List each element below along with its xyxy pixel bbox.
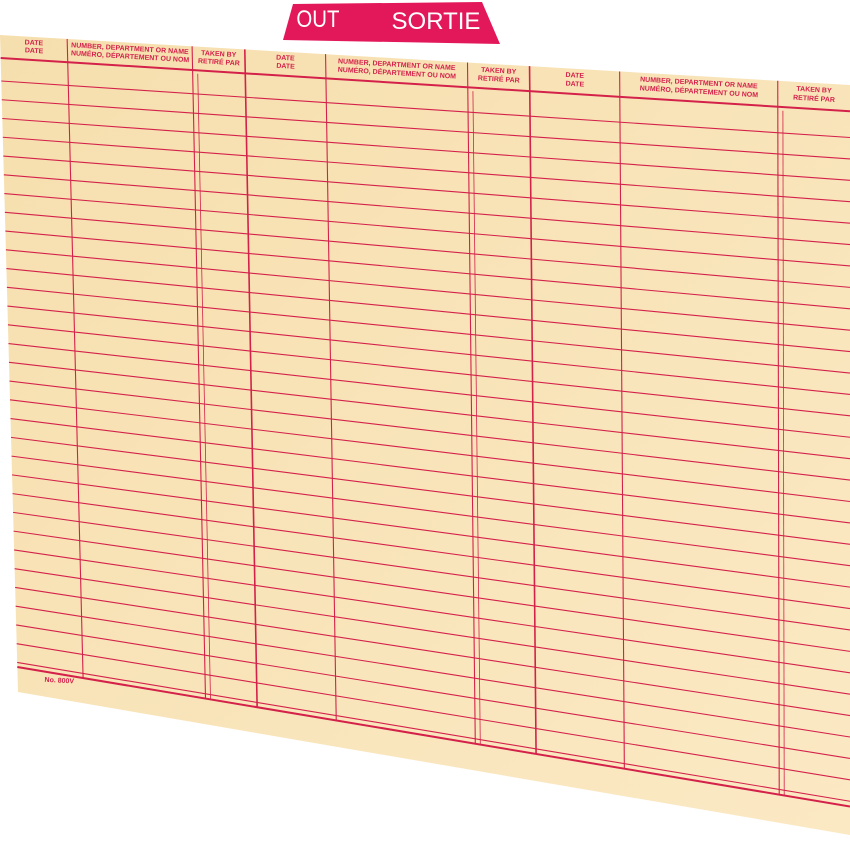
rule [6, 286, 850, 374]
rule [782, 110, 785, 796]
rule [16, 643, 850, 781]
rule [7, 324, 850, 417]
header-label: DATE [276, 63, 295, 71]
header-label: RETIRÉ PAR [793, 93, 835, 104]
rule [12, 493, 850, 610]
ruling [0, 38, 850, 808]
sheet [0, 35, 850, 835]
rule [9, 399, 850, 503]
rule [66, 38, 84, 679]
rule [3, 174, 850, 246]
header-label: DATE [276, 54, 295, 62]
rule [1, 99, 850, 160]
rule [10, 436, 850, 545]
rule [8, 361, 850, 460]
header-label: TAKEN BY [796, 86, 832, 95]
rule [4, 192, 850, 267]
header-label: DATE [565, 72, 584, 80]
rule [3, 155, 850, 224]
rule [11, 455, 850, 567]
rule [16, 624, 850, 759]
rule [1, 80, 850, 139]
rule [14, 549, 850, 674]
rule [197, 73, 211, 700]
tab-label: SORTIE [392, 8, 481, 35]
rule [619, 71, 625, 769]
rule [13, 530, 850, 652]
rule [777, 80, 780, 795]
header-label: DATE [25, 47, 44, 55]
header-label: DATE [24, 39, 43, 47]
rule [466, 62, 476, 744]
header-label: RETIRÉ PAR [198, 56, 240, 67]
rule [17, 666, 850, 808]
tab-label: OUT [296, 5, 339, 32]
rule [6, 268, 850, 353]
rule [4, 211, 850, 288]
header-label: RETIRÉ PAR [478, 73, 520, 84]
rule [8, 343, 850, 438]
rule [0, 56, 850, 113]
rule [5, 249, 850, 331]
rule [191, 46, 207, 699]
rule [17, 661, 850, 802]
rule [14, 568, 850, 695]
rule [244, 49, 258, 708]
rule [15, 586, 850, 717]
rule [472, 91, 481, 745]
rule [11, 474, 850, 588]
header-label: TAKEN BY [201, 50, 237, 59]
rule [528, 66, 537, 754]
header-label: DATE [565, 81, 584, 89]
rule [325, 54, 337, 721]
rule [2, 136, 850, 203]
tab [283, 2, 500, 44]
header-label: TAKEN BY [481, 67, 517, 76]
rule [15, 605, 850, 738]
rule [5, 230, 850, 310]
rule [13, 511, 850, 631]
rule [2, 117, 850, 181]
rule [7, 305, 850, 395]
form-number: No. 800V [44, 677, 74, 686]
rule [9, 380, 850, 481]
rule [10, 418, 850, 524]
